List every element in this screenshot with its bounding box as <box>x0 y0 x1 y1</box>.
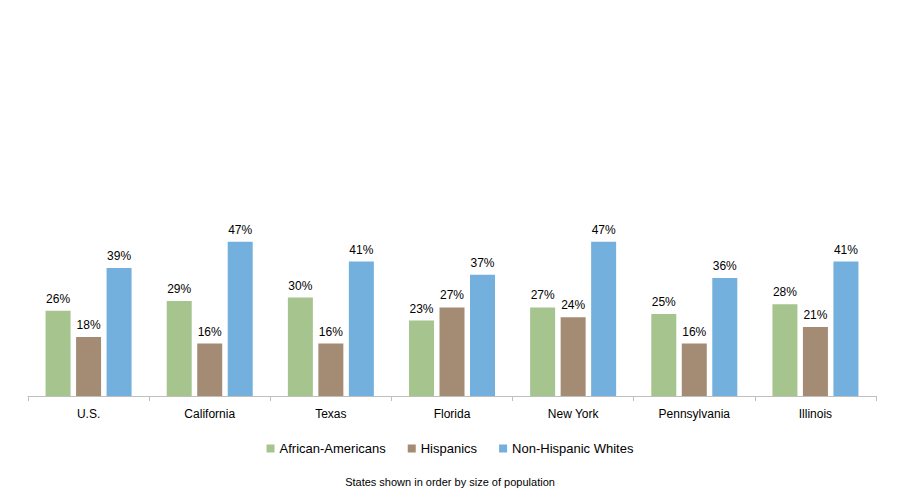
svg-text:29%: 29% <box>167 282 191 296</box>
svg-text:Hispanics: Hispanics <box>421 441 478 456</box>
svg-text:18%: 18% <box>77 318 101 332</box>
svg-text:U.S.: U.S. <box>77 407 100 421</box>
svg-text:New York: New York <box>548 407 600 421</box>
svg-text:27%: 27% <box>531 288 555 302</box>
svg-text:47%: 47% <box>592 223 616 237</box>
svg-text:37%: 37% <box>470 256 494 270</box>
svg-text:California: California <box>184 407 235 421</box>
svg-text:25%: 25% <box>652 295 676 309</box>
svg-text:27%: 27% <box>440 288 464 302</box>
svg-text:21%: 21% <box>803 308 827 322</box>
svg-text:Illinois: Illinois <box>799 407 832 421</box>
svg-text:39%: 39% <box>107 249 131 263</box>
svg-text:Florida: Florida <box>434 407 471 421</box>
svg-text:41%: 41% <box>834 243 858 257</box>
svg-text:States shown in order by size: States shown in order by size of populat… <box>345 476 555 488</box>
svg-text:16%: 16% <box>682 325 706 339</box>
svg-text:Pennsylvania: Pennsylvania <box>659 407 731 421</box>
svg-text:Non-Hispanic Whites: Non-Hispanic Whites <box>512 441 634 456</box>
svg-text:24%: 24% <box>561 298 585 312</box>
svg-text:47%: 47% <box>228 223 252 237</box>
svg-text:African-Americans: African-Americans <box>280 441 387 456</box>
svg-text:26%: 26% <box>46 292 70 306</box>
svg-text:36%: 36% <box>713 259 737 273</box>
svg-text:23%: 23% <box>409 302 433 316</box>
svg-text:16%: 16% <box>198 325 222 339</box>
svg-text:16%: 16% <box>319 325 343 339</box>
svg-text:Texas: Texas <box>315 407 346 421</box>
svg-text:30%: 30% <box>288 279 312 293</box>
svg-text:41%: 41% <box>349 243 373 257</box>
svg-text:28%: 28% <box>773 285 797 299</box>
